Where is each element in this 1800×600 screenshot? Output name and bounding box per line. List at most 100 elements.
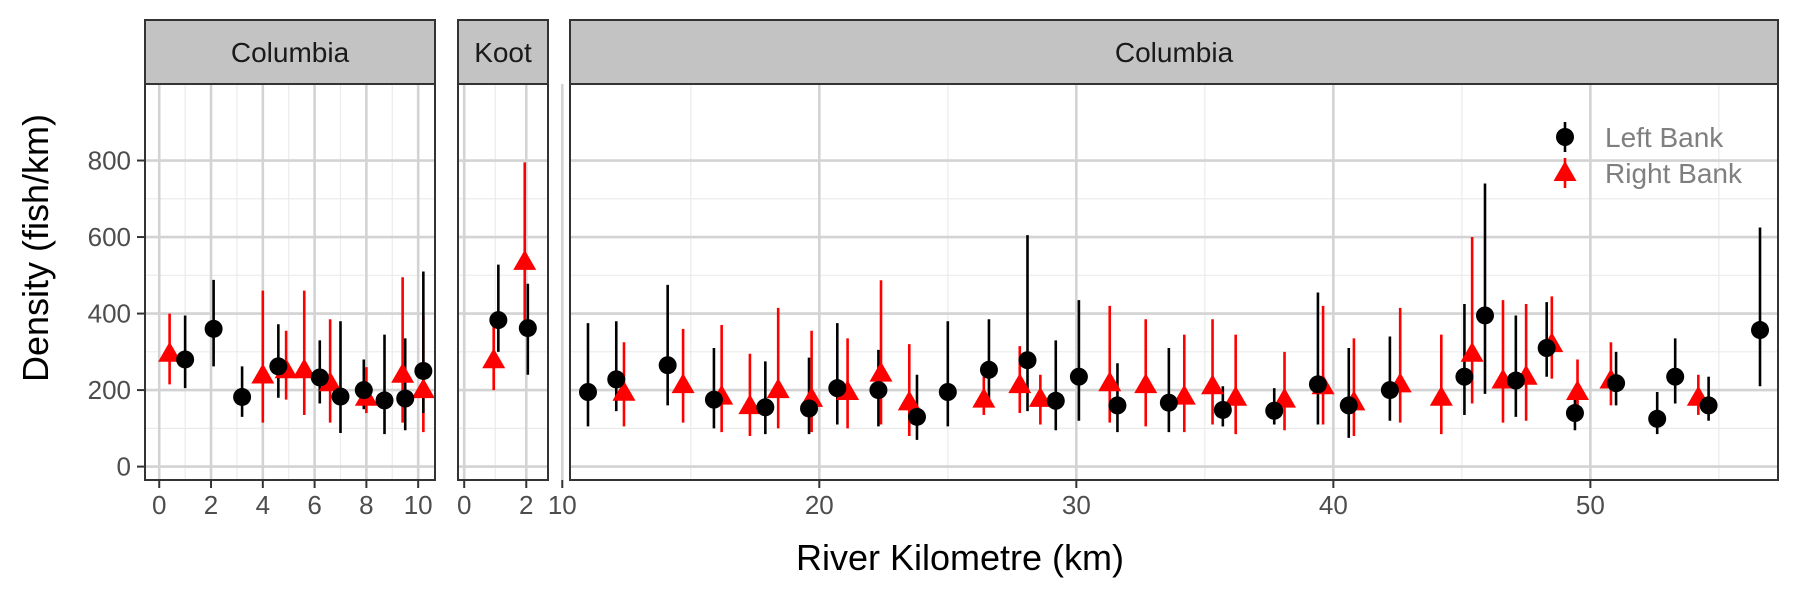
strip-label: Columbia bbox=[1115, 37, 1234, 68]
data-point bbox=[1134, 373, 1158, 394]
data-point bbox=[658, 356, 677, 375]
data-point bbox=[1213, 400, 1232, 419]
data-point bbox=[671, 373, 695, 394]
x-tick-label: 50 bbox=[1576, 490, 1605, 520]
data-point bbox=[1666, 367, 1685, 386]
data-point bbox=[489, 311, 508, 330]
x-tick-label: 4 bbox=[256, 490, 270, 520]
data-point bbox=[979, 360, 998, 379]
legend-label: Left Bank bbox=[1605, 122, 1724, 153]
x-tick-label: 6 bbox=[307, 490, 321, 520]
y-tick-label: 400 bbox=[88, 299, 131, 329]
y-tick-label: 200 bbox=[88, 375, 131, 405]
data-point bbox=[578, 383, 597, 401]
x-tick-label: 0 bbox=[457, 490, 471, 520]
data-point bbox=[612, 380, 636, 401]
data-point bbox=[158, 341, 182, 362]
data-point bbox=[1201, 374, 1225, 395]
legend-marker bbox=[1553, 161, 1577, 181]
data-point bbox=[1273, 387, 1297, 408]
data-point bbox=[1308, 375, 1327, 394]
data-point bbox=[938, 383, 957, 401]
x-axis-title: River Kilometre (km) bbox=[796, 537, 1124, 578]
data-point bbox=[766, 378, 790, 399]
data-point bbox=[1224, 385, 1248, 406]
data-point bbox=[828, 379, 847, 398]
data-point bbox=[1506, 371, 1525, 390]
data-point bbox=[869, 381, 888, 400]
data-point bbox=[204, 319, 223, 338]
x-tick-label: 8 bbox=[359, 490, 373, 520]
data-point bbox=[1751, 321, 1770, 340]
data-point bbox=[1069, 367, 1088, 386]
data-point bbox=[1460, 341, 1484, 362]
panel-background bbox=[145, 84, 435, 480]
data-point bbox=[907, 407, 926, 426]
data-point bbox=[391, 362, 415, 383]
x-tick-label: 10 bbox=[404, 490, 433, 520]
data-point bbox=[1475, 306, 1494, 325]
strip-label: Columbia bbox=[231, 37, 350, 68]
data-point bbox=[292, 358, 316, 379]
data-point bbox=[331, 387, 350, 406]
data-point bbox=[375, 391, 394, 410]
panel-background bbox=[458, 84, 548, 480]
data-point bbox=[1008, 373, 1032, 394]
strip-background bbox=[457, 19, 549, 85]
data-point bbox=[1429, 385, 1453, 406]
data-point bbox=[414, 361, 433, 380]
data-point bbox=[518, 319, 537, 338]
y-tick-label: 600 bbox=[88, 222, 131, 252]
x-tick-label: 0 bbox=[152, 490, 166, 520]
data-point bbox=[1565, 404, 1584, 423]
data-point bbox=[1046, 391, 1065, 410]
x-tick-label: 2 bbox=[204, 490, 218, 520]
data-point bbox=[1566, 380, 1590, 400]
strip-background bbox=[144, 19, 436, 85]
data-point bbox=[1108, 396, 1127, 415]
data-point bbox=[513, 249, 537, 270]
data-point bbox=[310, 368, 329, 387]
data-point bbox=[176, 350, 195, 369]
data-point bbox=[1098, 371, 1122, 392]
y-tick-label: 800 bbox=[88, 146, 131, 176]
data-point bbox=[411, 378, 435, 399]
data-point bbox=[1018, 351, 1037, 370]
data-point bbox=[1265, 401, 1284, 420]
data-point bbox=[607, 370, 626, 389]
data-point bbox=[897, 390, 921, 411]
legend-item: Right Bank bbox=[1553, 158, 1743, 189]
y-axis-title: Density (fish/km) bbox=[15, 114, 56, 382]
data-point bbox=[1607, 374, 1626, 393]
data-point bbox=[482, 348, 506, 369]
data-point bbox=[1028, 386, 1052, 407]
legend: Left Bank Right Bank bbox=[1553, 122, 1743, 189]
data-point bbox=[233, 387, 252, 406]
data-point bbox=[1537, 339, 1556, 357]
panel: Columbia 10 20 30 40 50 bbox=[548, 19, 1779, 520]
data-point bbox=[1699, 396, 1718, 415]
legend-marker bbox=[1556, 128, 1574, 146]
x-tick-label: 30 bbox=[1062, 490, 1091, 520]
data-point bbox=[318, 371, 342, 392]
data-point bbox=[738, 394, 762, 415]
data-point bbox=[1159, 393, 1178, 412]
panel: Columbia 0 2 4 6 8 10 0 200 400 600 800 bbox=[88, 19, 436, 520]
panel: Koot 0 2 bbox=[457, 19, 549, 520]
data-point bbox=[1339, 396, 1358, 415]
data-point bbox=[354, 381, 373, 400]
data-point bbox=[756, 398, 775, 417]
data-point bbox=[251, 363, 275, 384]
data-point bbox=[1172, 384, 1196, 405]
strip-label: Koot bbox=[474, 37, 532, 68]
strip-background bbox=[569, 19, 1779, 85]
data-point bbox=[972, 387, 996, 408]
x-tick-label: 20 bbox=[805, 490, 834, 520]
data-point bbox=[1648, 409, 1667, 428]
data-point bbox=[1380, 381, 1399, 400]
data-point bbox=[869, 361, 893, 382]
data-point bbox=[800, 399, 819, 418]
x-tick-label: 10 bbox=[548, 490, 577, 520]
